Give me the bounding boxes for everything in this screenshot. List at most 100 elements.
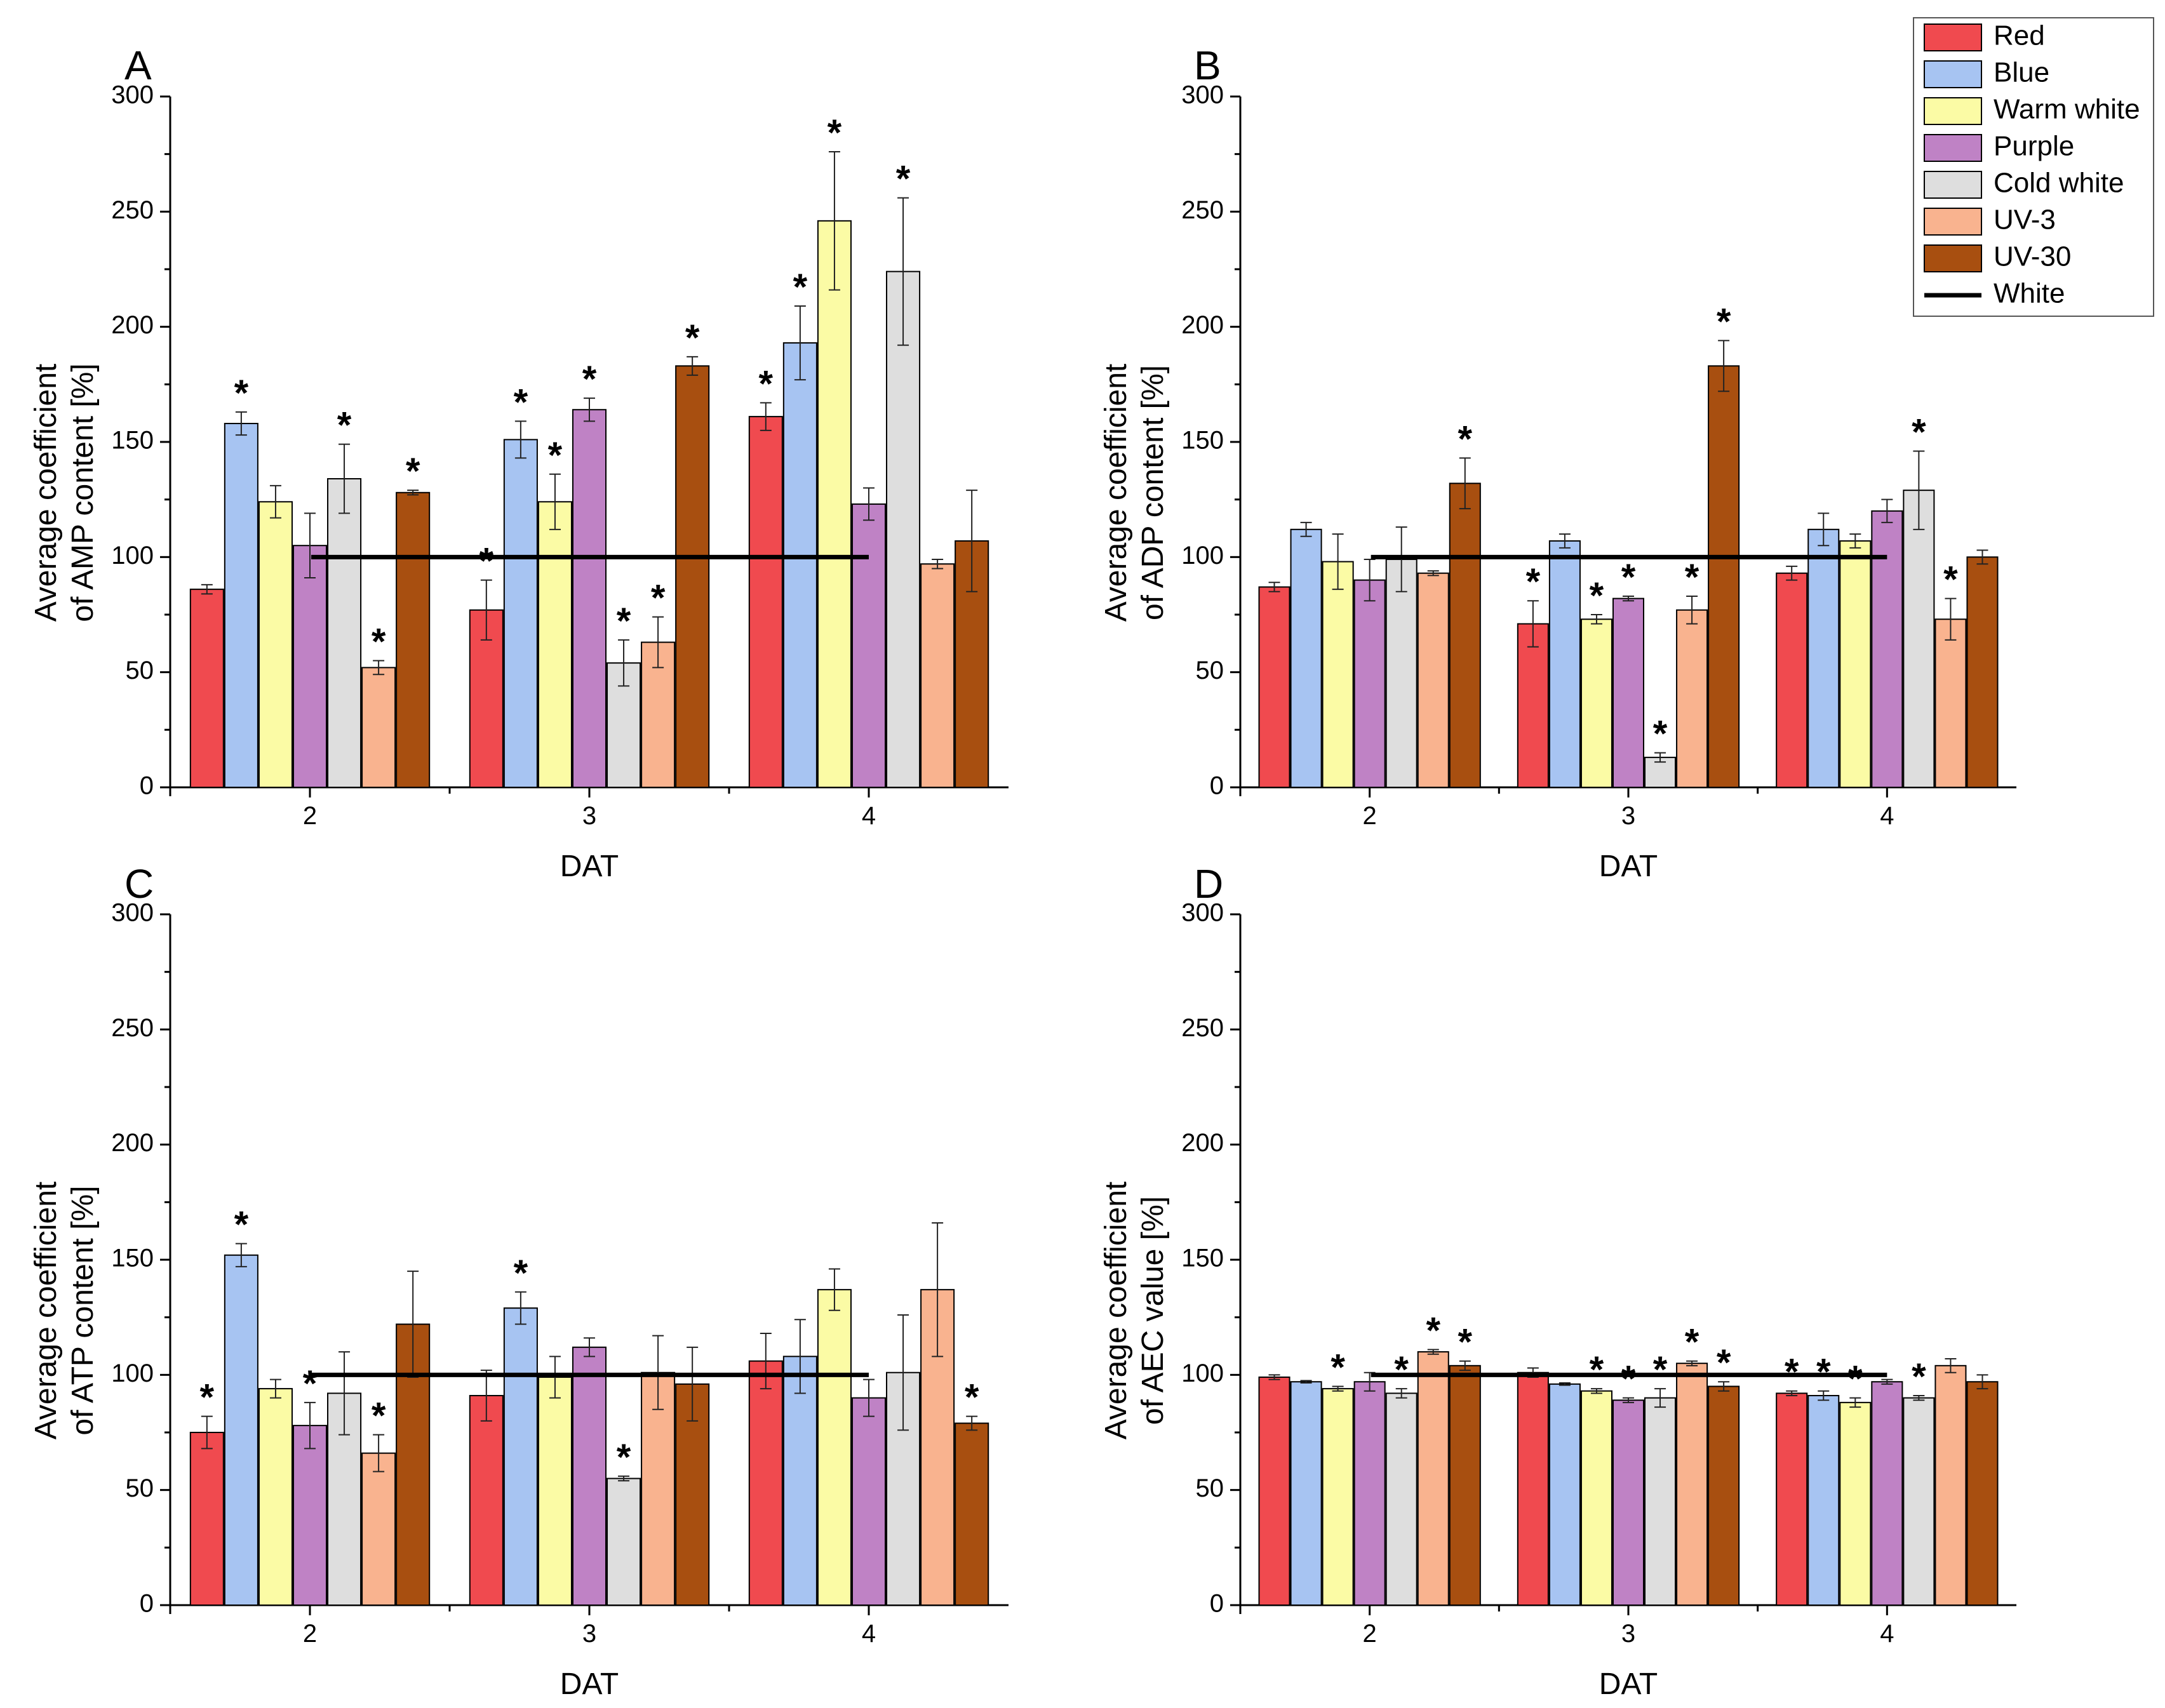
bar	[782, 342, 817, 788]
bar	[1290, 1381, 1322, 1606]
legend: Red Blue Warm white Purple Cold white UV-3 UV-…	[1913, 17, 2154, 317]
significance-star: *	[1653, 1349, 1668, 1391]
y-tick-label: 100	[1181, 1359, 1224, 1387]
bar	[503, 1307, 538, 1606]
bar	[1322, 1388, 1354, 1606]
significance-star: *	[896, 159, 911, 200]
bar	[258, 501, 293, 788]
bar	[327, 478, 362, 788]
y-axis-title-line: of ATP content [%]	[66, 1185, 100, 1435]
bar	[1676, 609, 1708, 788]
significance-star: *	[1621, 1359, 1636, 1400]
significance-star: *	[1717, 301, 1731, 342]
bar	[292, 545, 328, 788]
panel-b: B 0 50 100 150 200 250 300 Average coefficient of…	[1099, 43, 2016, 883]
bar	[1258, 1376, 1290, 1606]
y-tick-label: 250	[111, 1014, 154, 1042]
bar	[1934, 618, 1967, 789]
significance-star: *	[372, 1396, 386, 1437]
y-tick-label: 200	[111, 1129, 154, 1157]
significance-star: *	[582, 359, 597, 400]
bar	[1322, 561, 1354, 788]
legend-swatch	[1924, 134, 1982, 162]
legend-swatch	[1924, 171, 1982, 199]
bar	[503, 439, 538, 788]
panel-letter: D	[1194, 861, 1223, 907]
y-tick-label: 300	[111, 899, 154, 927]
legend-label: Purple	[1994, 131, 2074, 162]
legend-swatch	[1924, 97, 1982, 125]
bar	[782, 1356, 817, 1606]
y-tick-label: 300	[1181, 81, 1224, 109]
significance-star: *	[479, 541, 494, 582]
significance-star: *	[303, 1363, 318, 1404]
y-tick-label: 150	[1181, 427, 1224, 455]
bar	[1708, 1385, 1740, 1606]
significance-star: *	[514, 382, 528, 423]
significance-star: *	[1943, 559, 1958, 601]
bar	[748, 1360, 783, 1606]
bar	[1449, 483, 1481, 789]
y-axis-title-line: of ADP content [%]	[1136, 365, 1170, 620]
bar	[1580, 1390, 1612, 1606]
x-tick-label: 3	[1621, 1620, 1635, 1648]
legend-swatch	[1924, 208, 1982, 236]
bar	[224, 1254, 258, 1606]
x-tick-label: 2	[303, 1620, 317, 1648]
y-axis-title: Average coefficient of AEC value [%]	[1099, 1182, 1170, 1440]
y-tick-label: 200	[111, 311, 154, 339]
legend-swatch	[1924, 23, 1982, 51]
legend-label: Cold white	[1994, 168, 2124, 199]
significance-star: *	[828, 112, 842, 154]
bar	[1385, 1392, 1418, 1606]
bar	[851, 503, 887, 788]
y-tick-label: 100	[1181, 542, 1224, 570]
significance-star: *	[1621, 557, 1636, 598]
significance-star: *	[617, 601, 631, 642]
panel-letter: A	[124, 43, 152, 88]
significance-star: *	[1426, 1310, 1440, 1351]
bar	[1934, 1364, 1967, 1606]
legend-swatch	[1924, 244, 1982, 272]
y-tick-label: 300	[111, 81, 154, 109]
y-axis-title-line: Average coefficient	[29, 1182, 63, 1440]
y-tick-label: 50	[126, 657, 154, 684]
y-tick-label: 150	[111, 427, 154, 455]
bar	[1644, 1397, 1677, 1606]
y-tick-label: 200	[1181, 1129, 1224, 1157]
legend-label: White	[1994, 278, 2065, 309]
y-axis-title-line: of AEC value [%]	[1136, 1196, 1170, 1425]
bar	[1871, 1381, 1903, 1606]
x-tick-label: 3	[1621, 802, 1635, 830]
y-tick-label: 50	[1196, 1474, 1224, 1502]
bar	[1417, 1351, 1449, 1606]
bar	[641, 1371, 676, 1606]
legend-label: Warm white	[1994, 94, 2140, 125]
significance-star: *	[1653, 714, 1668, 755]
bar	[920, 563, 955, 788]
y-tick-label: 100	[111, 542, 154, 570]
bar	[1517, 1371, 1549, 1606]
significance-star: *	[1458, 418, 1473, 460]
bar	[1548, 540, 1581, 788]
y-tick-label: 0	[1210, 772, 1224, 800]
bar	[817, 1289, 852, 1606]
bar	[189, 589, 224, 789]
bar	[1807, 1394, 1840, 1606]
bar	[1708, 365, 1740, 788]
significance-star: *	[234, 373, 249, 414]
significance-star: *	[685, 317, 700, 359]
bar	[1839, 1401, 1872, 1606]
y-tick-label: 100	[111, 1359, 154, 1387]
significance-star: *	[1526, 561, 1541, 603]
y-axis-title: Average coefficient of AMP content [%]	[29, 363, 100, 622]
panel-letter: C	[124, 861, 154, 907]
y-axis-title-line: Average coefficient	[1099, 364, 1133, 622]
y-tick-label: 150	[111, 1244, 154, 1272]
legend-label: Red	[1994, 20, 2045, 51]
significance-star: *	[617, 1437, 631, 1478]
bar	[1517, 623, 1549, 788]
y-axis-title-line: Average coefficient	[29, 364, 63, 622]
bar	[224, 422, 258, 788]
x-tick-label: 4	[1880, 802, 1894, 830]
